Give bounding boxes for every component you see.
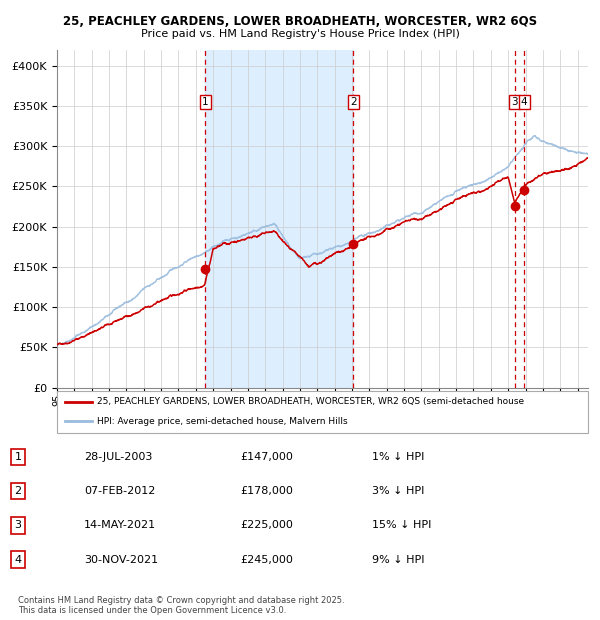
Text: 15% ↓ HPI: 15% ↓ HPI [372,520,431,531]
Text: £225,000: £225,000 [240,520,293,531]
Text: 2: 2 [350,97,357,107]
Text: HPI: Average price, semi-detached house, Malvern Hills: HPI: Average price, semi-detached house,… [97,417,347,426]
Text: 3% ↓ HPI: 3% ↓ HPI [372,486,424,497]
Text: 4: 4 [14,554,22,565]
Text: £245,000: £245,000 [240,554,293,565]
Text: 25, PEACHLEY GARDENS, LOWER BROADHEATH, WORCESTER, WR2 6QS (semi-detached house: 25, PEACHLEY GARDENS, LOWER BROADHEATH, … [97,397,524,407]
Bar [205,50,353,388]
Text: Contains HM Land Registry data © Crown copyright and database right 2025.
This d: Contains HM Land Registry data © Crown c… [18,596,344,615]
Text: 3: 3 [14,520,22,531]
Text: 14-MAY-2021: 14-MAY-2021 [84,520,156,531]
FancyBboxPatch shape [57,391,588,433]
Text: 1: 1 [14,452,22,463]
Text: £147,000: £147,000 [240,452,293,463]
Text: £178,000: £178,000 [240,486,293,497]
Text: 07-FEB-2012: 07-FEB-2012 [84,486,155,497]
Text: 30-NOV-2021: 30-NOV-2021 [84,554,158,565]
Text: 28-JUL-2003: 28-JUL-2003 [84,452,152,463]
Text: 3: 3 [511,97,518,107]
Text: 2: 2 [14,486,22,497]
Text: 9% ↓ HPI: 9% ↓ HPI [372,554,425,565]
Text: 1% ↓ HPI: 1% ↓ HPI [372,452,424,463]
Text: 1: 1 [202,97,209,107]
Text: 25, PEACHLEY GARDENS, LOWER BROADHEATH, WORCESTER, WR2 6QS: 25, PEACHLEY GARDENS, LOWER BROADHEATH, … [63,16,537,28]
Text: Price paid vs. HM Land Registry's House Price Index (HPI): Price paid vs. HM Land Registry's House … [140,29,460,39]
Text: 4: 4 [521,97,527,107]
